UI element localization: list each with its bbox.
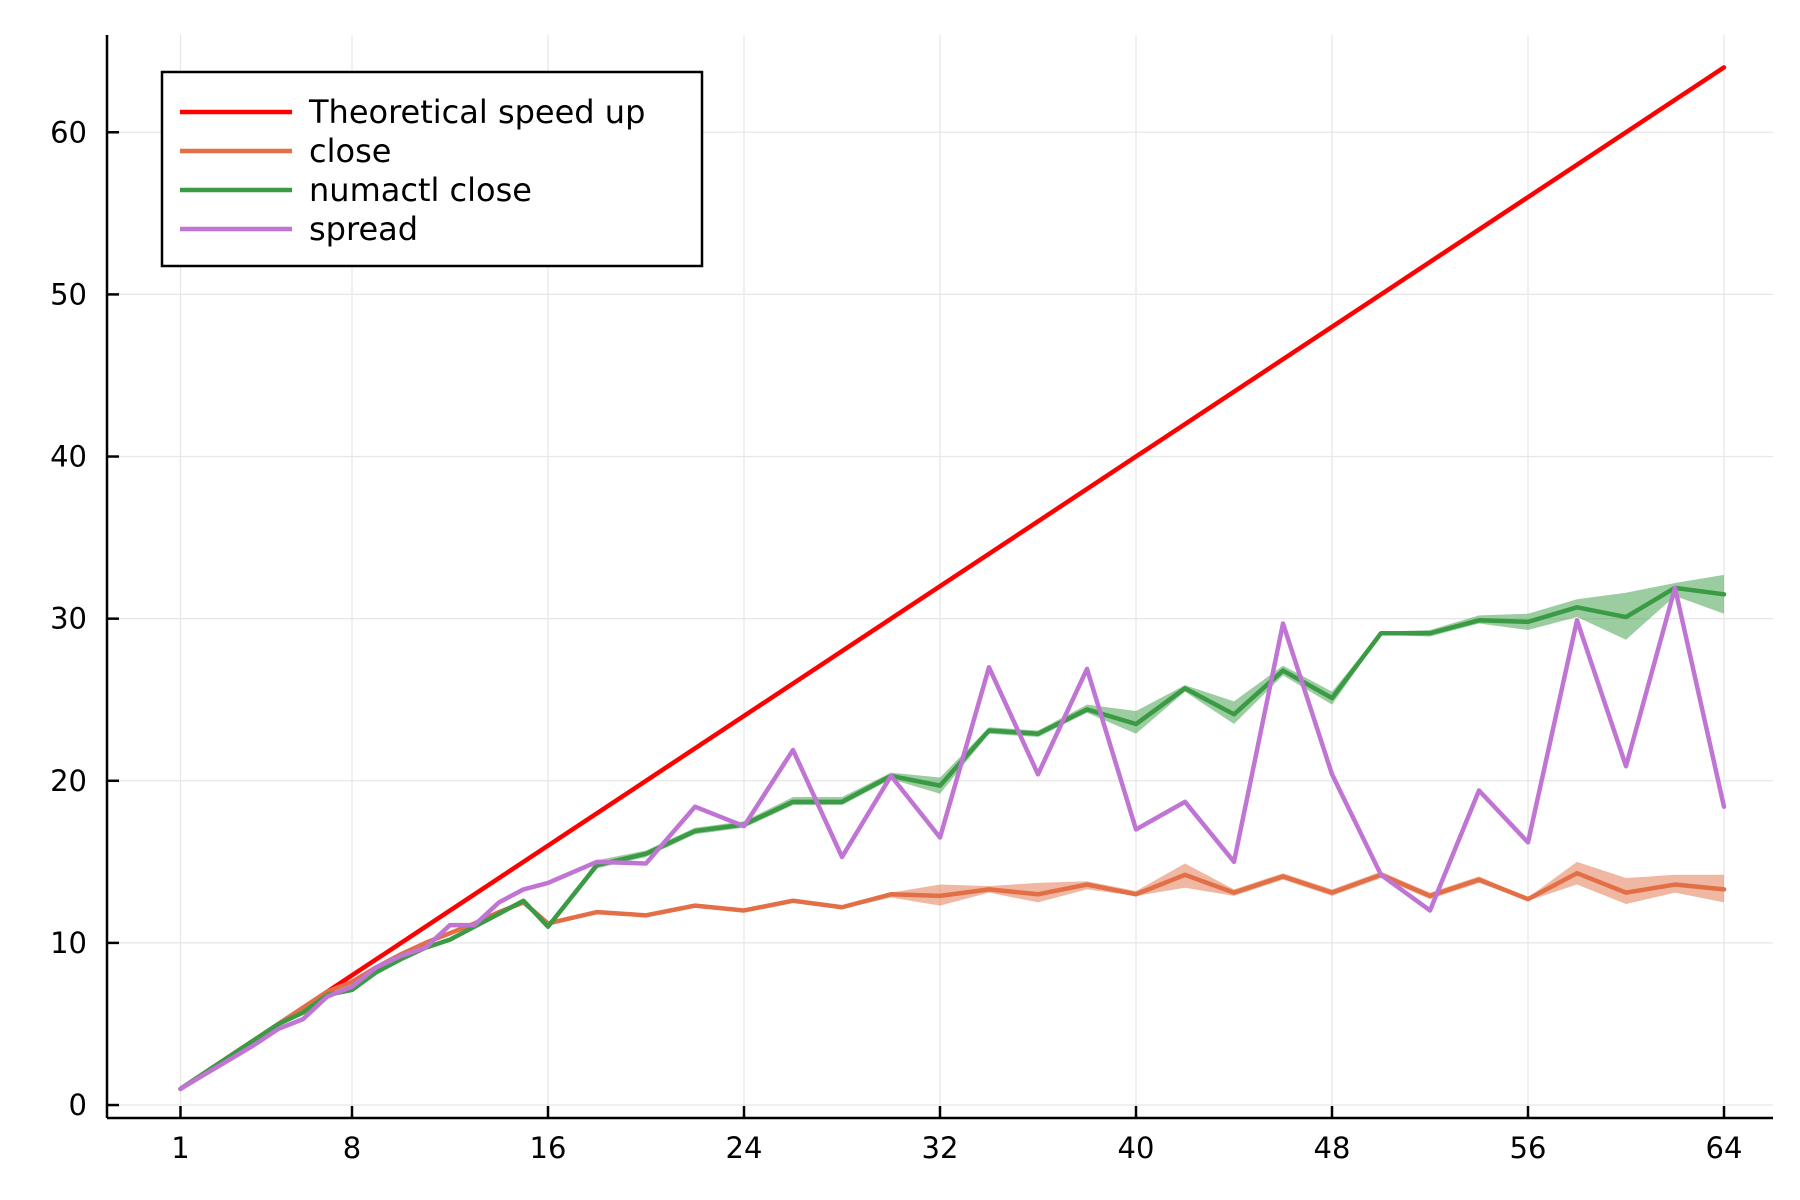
series-1-band — [180, 861, 1724, 1089]
y-tick-label-2: 20 — [50, 764, 87, 798]
y-tick-label-6: 60 — [50, 115, 87, 149]
legend-label-0: Theoretical speed up — [308, 93, 645, 131]
y-tick-label-5: 50 — [50, 277, 87, 311]
legend-label-1: close — [309, 132, 391, 170]
x-tick-label-1: 8 — [343, 1131, 361, 1165]
x-tick-label-2: 16 — [530, 1131, 567, 1165]
x-tick-label-8: 64 — [1706, 1131, 1743, 1165]
series-0-line — [178, 65, 1727, 1092]
series-1-line — [178, 870, 1727, 1092]
y-tick-label-3: 30 — [50, 602, 87, 636]
legend-label-2: numactl close — [309, 171, 532, 209]
x-tick-label-5: 40 — [1118, 1131, 1155, 1165]
y-tick-label-1: 10 — [50, 926, 87, 960]
x-tick-label-4: 32 — [922, 1131, 959, 1165]
x-tick-label-7: 56 — [1510, 1131, 1547, 1165]
x-tick-label-3: 24 — [726, 1131, 763, 1165]
x-tick-label-6: 48 — [1314, 1131, 1351, 1165]
series-3-line — [178, 585, 1727, 1092]
band-layer — [180, 574, 1724, 1089]
x-tick-label-0: 1 — [171, 1131, 189, 1165]
series-2-line — [178, 585, 1727, 1092]
line-layer — [178, 65, 1727, 1092]
axis-layer: 1 8 16 24 32 40 48 56 64 0 10 20 30 40 50 60 — [50, 35, 1773, 1165]
series-2-band — [180, 574, 1724, 1089]
y-tick-label-4: 40 — [50, 440, 87, 474]
y-tick-label-0: 0 — [69, 1088, 87, 1122]
legend-label-3: spread — [309, 210, 418, 248]
legend-box — [160, 70, 704, 268]
